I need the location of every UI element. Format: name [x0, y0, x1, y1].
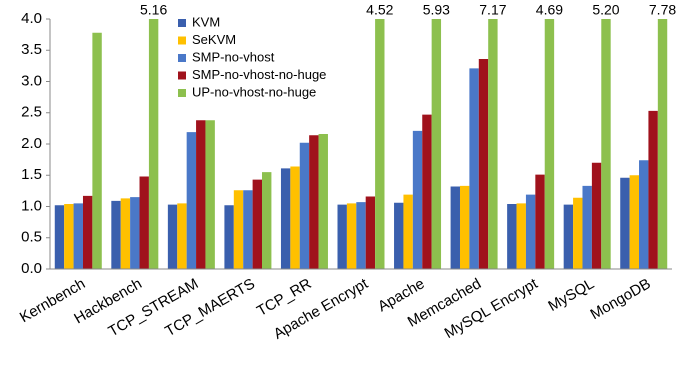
bar [544, 19, 555, 269]
bar [243, 190, 253, 269]
bar [186, 132, 197, 269]
bar [639, 160, 649, 269]
y-tick-label: 3.0 [21, 72, 42, 89]
bar [525, 194, 536, 269]
bar [337, 204, 347, 269]
y-tick-label: 0.0 [21, 260, 42, 277]
bar [224, 205, 234, 269]
value-label: 5.20 [592, 2, 619, 18]
bar [233, 190, 244, 269]
bar [591, 162, 602, 269]
bar [262, 172, 272, 269]
bar [488, 19, 498, 269]
bar [535, 174, 545, 269]
bar [139, 176, 149, 269]
x-tick-label: MongoDB [587, 275, 653, 323]
bar [516, 203, 526, 269]
bar [356, 202, 366, 269]
y-tick-label: 2.0 [21, 135, 42, 152]
legend-swatch [178, 19, 186, 27]
value-label: 7.17 [479, 2, 506, 18]
legend-swatch [178, 89, 186, 97]
bar [54, 205, 65, 269]
bar [205, 120, 215, 269]
legend-swatch [178, 54, 186, 62]
bar [120, 198, 131, 269]
y-tick-label: 4.0 [21, 10, 42, 27]
value-label: 4.69 [536, 2, 563, 18]
legend-label: SMP-no-vhost [192, 49, 275, 64]
bar [469, 68, 479, 269]
legend-label: SeKVM [192, 32, 236, 47]
legend-label: KVM [192, 14, 220, 29]
x-tick-label: MySQL Encrypt [442, 275, 542, 342]
bar [92, 32, 102, 269]
legend-label: SMP-no-vhost-no-huge [192, 67, 326, 82]
bar [450, 186, 460, 269]
bar [73, 203, 83, 269]
bar [657, 19, 668, 269]
legend-swatch [178, 71, 186, 80]
legend-label: UP-no-vhost-no-huge [192, 84, 316, 99]
bar [177, 203, 187, 269]
bar [64, 204, 74, 269]
legend-swatch [178, 36, 186, 45]
bar [629, 175, 640, 269]
y-tick-label: 1.0 [21, 197, 42, 214]
bar [280, 168, 291, 269]
bar [365, 196, 376, 269]
bar [582, 185, 592, 269]
value-label: 5.93 [423, 2, 450, 18]
bar [148, 19, 159, 269]
bar [620, 177, 630, 269]
bar [431, 19, 442, 269]
bar [394, 202, 404, 269]
bar [563, 204, 574, 269]
y-tick-label: 3.5 [21, 41, 42, 58]
bar [196, 120, 206, 269]
bar [478, 59, 489, 269]
plot-area [54, 19, 668, 269]
bar [403, 194, 413, 269]
bar [412, 130, 423, 269]
bar [346, 203, 357, 269]
bar [573, 197, 583, 269]
bar [290, 166, 300, 269]
bar [111, 200, 121, 269]
bar [309, 135, 319, 269]
bar [375, 19, 385, 269]
bar [167, 204, 178, 269]
y-tick-label: 1.5 [21, 166, 42, 183]
bar [252, 179, 263, 269]
bar [507, 204, 517, 269]
value-label: 7.78 [649, 2, 676, 18]
bar [130, 197, 140, 269]
bar [422, 114, 432, 269]
value-label: 5.16 [140, 2, 167, 18]
bar [82, 195, 93, 269]
bar [318, 134, 328, 269]
y-tick-label: 2.5 [21, 104, 42, 121]
x-tick-label: Apache Encrypt [271, 275, 372, 343]
value-label: 4.52 [366, 2, 393, 18]
bar [299, 142, 310, 269]
y-tick-label: 0.5 [21, 229, 42, 246]
bar [648, 110, 658, 269]
bar [601, 19, 611, 269]
bar [459, 185, 470, 269]
